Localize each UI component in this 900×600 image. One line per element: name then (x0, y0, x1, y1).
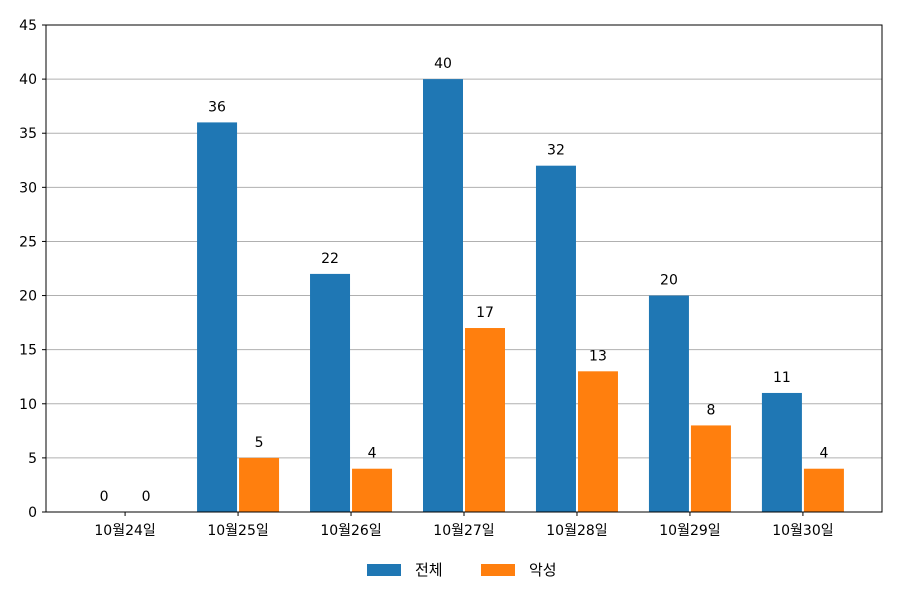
bar-malicious (577, 371, 618, 512)
bars-group (197, 79, 844, 513)
y-tick-label: 10 (19, 397, 37, 413)
legend-label: 악성 (529, 561, 557, 579)
y-tick-label: 25 (19, 234, 37, 250)
y-tick-label: 5 (28, 451, 37, 467)
y-tick-label: 15 (19, 343, 37, 359)
x-tick-label: 10월29일 (659, 523, 720, 539)
x-tick-label: 10월26일 (320, 523, 381, 539)
data-label: 4 (368, 446, 377, 462)
bar-total (761, 392, 802, 512)
bar-malicious (690, 425, 731, 512)
bar-total (197, 122, 238, 513)
y-tick-label: 45 (19, 18, 37, 34)
bar-total (535, 165, 576, 512)
y-tick-label: 30 (19, 180, 37, 196)
data-label: 36 (208, 99, 226, 115)
bar-malicious (465, 328, 505, 512)
data-label: 5 (255, 435, 264, 451)
y-tick-label: 0 (28, 505, 37, 521)
y-axis: 0 5 10 15 20 25 30 35 40 45 (19, 18, 46, 521)
x-tick-label: 10월24일 (94, 523, 155, 539)
data-label: 11 (773, 370, 791, 386)
bar-malicious (803, 468, 844, 512)
x-axis: 10월24일 10월25일 10월26일 10월27일 10월28일 10월29일 10월3… (94, 512, 834, 539)
data-label: 32 (547, 143, 565, 159)
data-label: 8 (706, 402, 715, 418)
y-tick-label: 40 (19, 72, 37, 88)
legend-label: 전체 (415, 561, 443, 579)
bar-malicious (352, 468, 393, 512)
y-tick-label: 20 (19, 289, 37, 305)
data-label: 0 (100, 489, 109, 505)
plot-frame (45, 24, 883, 513)
data-label: 4 (819, 446, 828, 462)
legend-swatch (481, 564, 515, 576)
data-label: 0 (142, 489, 151, 505)
data-label: 22 (321, 251, 339, 267)
x-tick-label: 10월27일 (433, 523, 494, 539)
bar-total (648, 295, 689, 512)
y-tick-label: 35 (19, 126, 37, 142)
grid-lines (46, 78, 882, 459)
data-label: 17 (476, 305, 494, 321)
legend-swatch (367, 564, 401, 576)
x-tick-label: 10월30일 (772, 523, 833, 539)
legend: 전체 악성 (367, 561, 557, 579)
bar-total (310, 273, 351, 512)
x-tick-label: 10월28일 (546, 523, 607, 539)
data-label: 40 (434, 56, 452, 72)
bar-malicious (239, 457, 280, 512)
data-labels-group: 0 0 36 5 22 4 40 17 32 13 20 8 11 4 (100, 56, 829, 505)
x-tick-label: 10월25일 (207, 523, 268, 539)
data-label: 20 (660, 273, 678, 289)
data-label: 13 (589, 348, 607, 364)
bar-total (423, 79, 463, 512)
